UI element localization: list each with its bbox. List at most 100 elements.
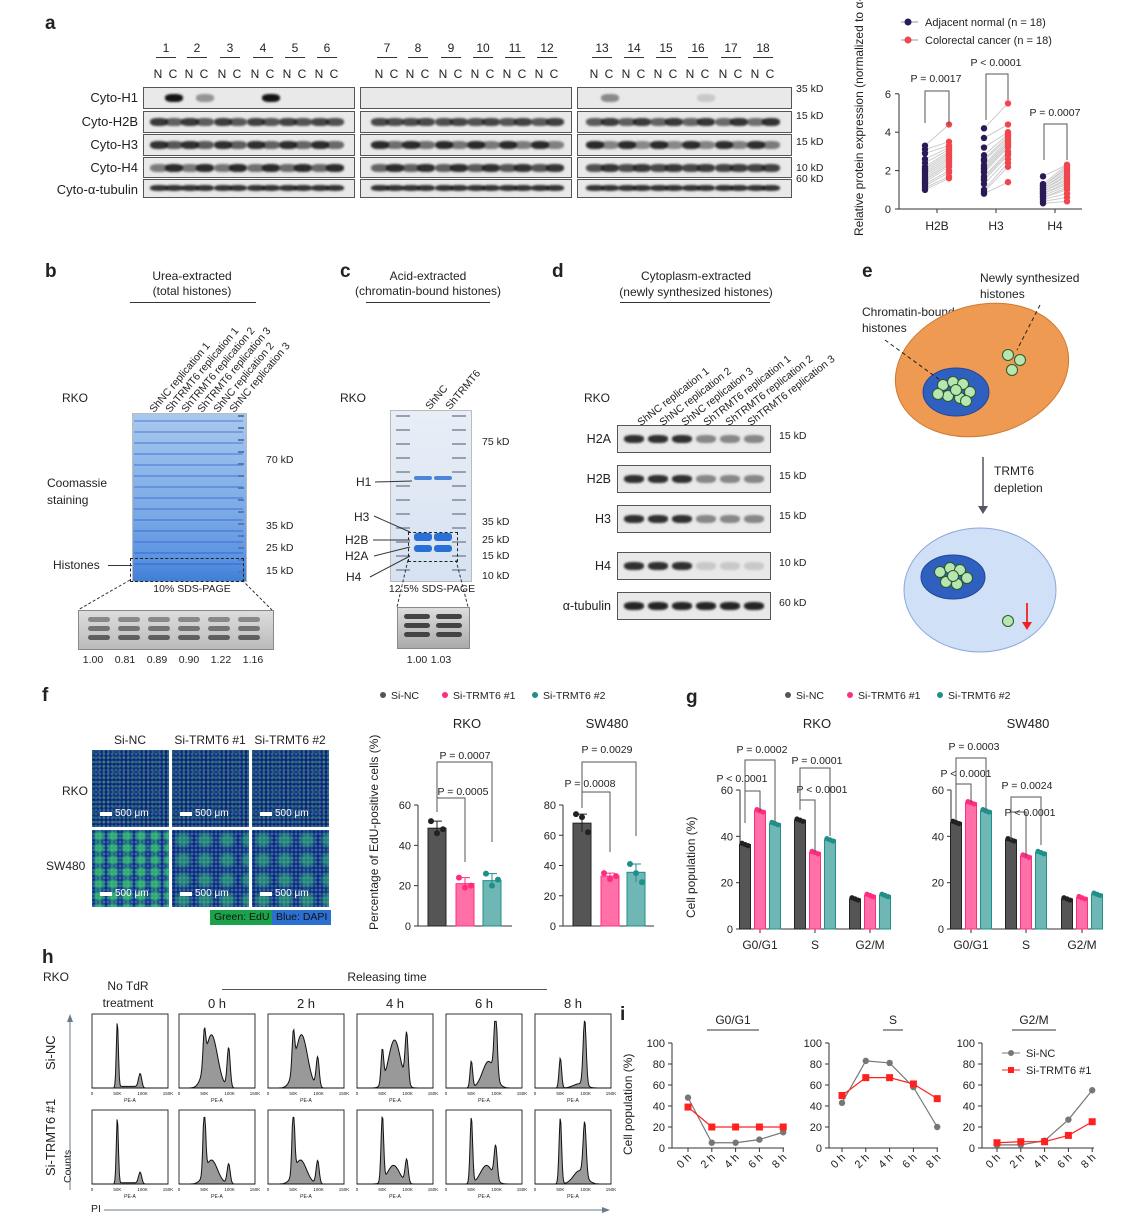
data-point (950, 818, 956, 824)
blot-band (196, 94, 214, 102)
x-tick-label: 150K (428, 1091, 439, 1096)
western-blot (143, 111, 355, 133)
significance-bracket (1043, 123, 1068, 160)
panel-title: (newly synthesized histones) (619, 285, 773, 299)
data-point (1064, 896, 1070, 902)
data-point-cancer (1004, 130, 1012, 138)
blot-band (514, 184, 532, 191)
scale-bar-line (180, 891, 192, 896)
lane-underline (688, 57, 708, 58)
data-point-normal (980, 152, 988, 159)
x-tick-label: 150K (606, 1187, 617, 1192)
pair-line (983, 152, 1009, 179)
histone-chromatin (947, 570, 959, 582)
x-tick-label: H4 (1047, 219, 1063, 233)
legend-label: Si-NC (391, 690, 419, 702)
gel-band (134, 519, 243, 521)
y-tick-label: 0 (816, 1143, 822, 1155)
x-axis-label: PI (91, 1203, 101, 1215)
data-point-cancer (945, 163, 953, 170)
data-point (428, 818, 434, 825)
data-point-si-nc (1089, 1087, 1096, 1094)
blot-band (618, 184, 636, 191)
x-tick-label: 50K (289, 1091, 297, 1096)
scale-bar-label: 500 μm (115, 888, 149, 899)
inset-band (148, 617, 170, 622)
data-point (745, 843, 751, 849)
significance-bracket (744, 759, 776, 823)
pair-line (983, 181, 1009, 195)
histone-chromatin (940, 576, 952, 588)
significance-bracket (436, 761, 493, 842)
lane-underline (721, 57, 741, 58)
blot-band (514, 141, 532, 149)
chart-title: SW480 (1007, 716, 1050, 731)
blot-band (499, 184, 517, 191)
chart-title: SW480 (586, 716, 629, 731)
pair-line (983, 141, 1009, 168)
blot-band (715, 141, 733, 149)
blot-band (150, 163, 168, 172)
western-blot (617, 505, 771, 533)
pair-line (983, 103, 1009, 129)
legend-marker (937, 692, 943, 698)
blot-band (165, 141, 183, 149)
error-bar (577, 813, 587, 833)
data-point-cancer (1063, 169, 1071, 176)
quantification-value: 0.89 (146, 654, 168, 666)
blot-band (586, 184, 604, 191)
flow-histogram (445, 1109, 523, 1185)
histone-chromatin (942, 390, 954, 402)
x-tick-label: 50K (467, 1091, 475, 1096)
band-label: H1 (356, 475, 372, 489)
ladder (452, 415, 466, 575)
error-bar (605, 872, 615, 880)
blot-band (665, 141, 683, 149)
lane-n-label: N (621, 67, 631, 81)
x-axis-label: PE-A (567, 1098, 579, 1104)
inset-band (178, 626, 200, 631)
pair-line (1042, 166, 1068, 187)
blot-row-label: H3 (595, 512, 611, 526)
x-axis-label: PE-A (300, 1098, 312, 1104)
x-tick-label: 100K (491, 1091, 502, 1096)
data-point-cancer (1004, 129, 1012, 136)
marker-label: 10 kD (482, 570, 510, 582)
western-blot (360, 134, 572, 156)
blot-band (618, 118, 636, 126)
scale-bar-label: 500 μm (275, 888, 309, 899)
panel-title: Urea-extracted (152, 269, 232, 283)
x-tick-label: 6 h (900, 1152, 919, 1171)
lane-underline (220, 57, 240, 58)
pair-line (983, 135, 1009, 160)
lane-n-label: N (534, 67, 544, 81)
histone-chromatin (937, 379, 949, 391)
data-point-normal (1039, 198, 1047, 205)
histone-chromatin (934, 566, 946, 578)
blot-band (386, 118, 404, 126)
blot-band (417, 118, 435, 126)
x-tick-label: 50K (113, 1187, 121, 1192)
inset-band (178, 635, 200, 640)
blot-band (181, 163, 199, 172)
gel-band (134, 497, 243, 499)
blot-band (435, 118, 453, 126)
data-point-normal (980, 144, 988, 151)
blot-band (279, 141, 297, 149)
blot-band (665, 184, 683, 191)
blot-band (435, 141, 453, 149)
legend-label: Si-TRMT6 #1 (858, 690, 921, 702)
blot-band (229, 141, 247, 149)
data-point (483, 870, 489, 877)
blot-band (386, 163, 404, 172)
data-point (434, 830, 440, 837)
blot-row-label: Cyto-H2B (81, 114, 138, 129)
x-tick-label: 0 (356, 1187, 359, 1192)
blot-band (386, 141, 404, 149)
blot-band (697, 94, 715, 102)
lane-c-label: C (604, 67, 614, 81)
pair-line (1042, 164, 1068, 185)
blot-band (165, 163, 183, 172)
lane-number: 16 (691, 41, 705, 55)
p-value: P < 0.0001 (971, 57, 1022, 69)
